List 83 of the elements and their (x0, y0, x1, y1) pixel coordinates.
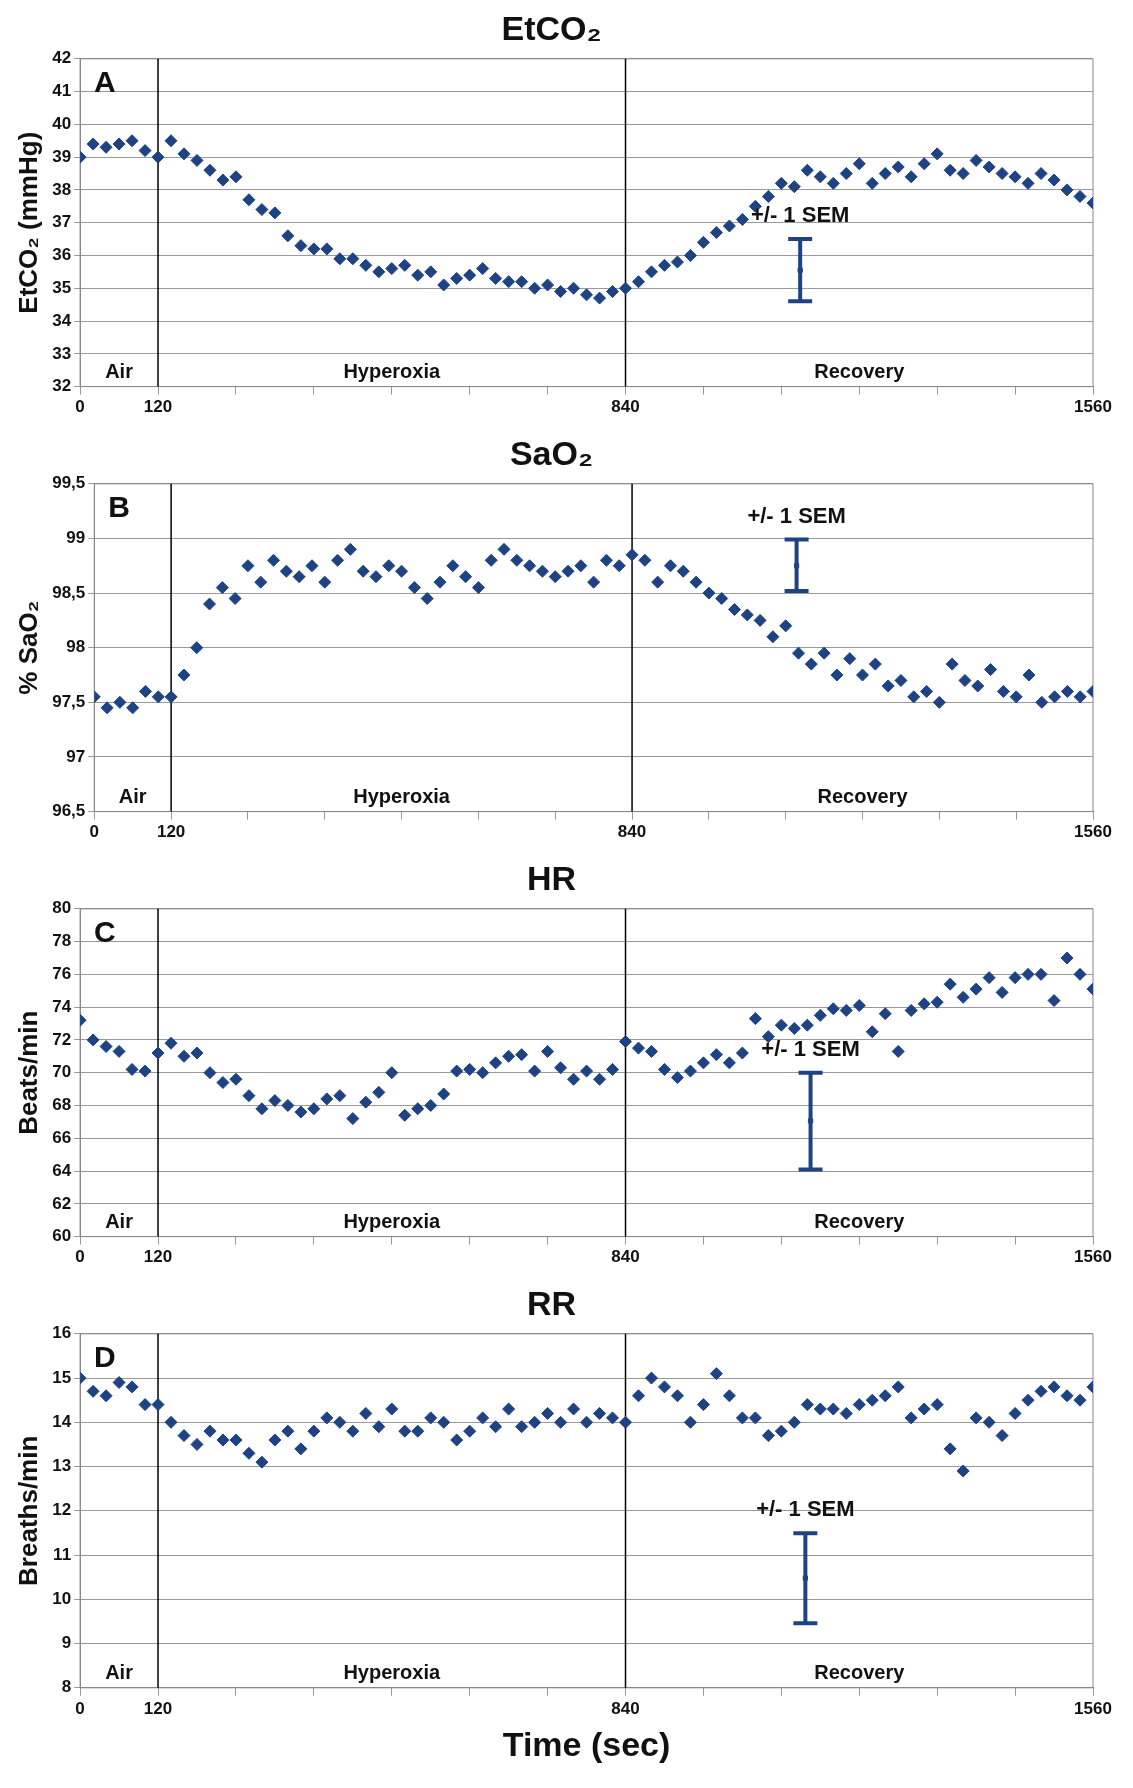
y-tick-label: 68 (52, 1095, 72, 1115)
chart-title: RR (526, 1283, 577, 1322)
x-tick-label: 0 (75, 1698, 85, 1718)
x-tick-label: 0 (75, 397, 85, 417)
annotation: +/- 1 SEM (756, 1496, 855, 1522)
x-tick-label: 120 (143, 397, 173, 417)
y-tick-label: 16 (52, 1323, 72, 1343)
x-tick-label: 0 (89, 822, 100, 842)
y-axis-title: Beats/min (12, 1010, 43, 1135)
x-tick-label: 1560 (1074, 1698, 1112, 1718)
y-tick-label: 35 (52, 277, 72, 297)
y-tick-label: 98,5 (52, 582, 86, 602)
y-tick-label: 37 (52, 212, 72, 232)
chart-title: SaO₂ (509, 433, 594, 472)
annotation: Air (105, 1661, 134, 1684)
y-tick-label: 12 (52, 1500, 72, 1520)
x-tick-label: 120 (143, 1247, 173, 1267)
y-tick-label: 14 (52, 1411, 72, 1431)
y-tick-label: 10 (52, 1588, 72, 1608)
annotation: C (94, 915, 116, 949)
annotation: Air (118, 785, 147, 808)
y-tick-label: 76 (52, 964, 72, 984)
y-tick-label: 74 (52, 996, 72, 1016)
y-tick-label: 15 (52, 1367, 72, 1387)
annotation: Recovery (814, 1661, 906, 1684)
annotation: Air (105, 1210, 134, 1233)
y-tick-label: 13 (52, 1456, 72, 1476)
y-axis-title: % SaO₂ (12, 600, 43, 695)
y-tick-label: 60 (52, 1226, 72, 1246)
x-tick-label: 120 (156, 822, 186, 842)
annotation: Hyperoxia (343, 1210, 441, 1233)
annotation: B (108, 490, 130, 524)
y-tick-label: 9 (61, 1633, 72, 1653)
y-tick-label: 72 (52, 1029, 72, 1049)
x-axis-title: Time (sec) (502, 1724, 671, 1763)
y-tick-label: 32 (52, 376, 72, 396)
y-tick-label: 96,5 (52, 801, 86, 821)
y-tick-label: 97 (66, 746, 86, 766)
annotation: Hyperoxia (343, 1661, 441, 1684)
x-tick-label: 1560 (1074, 1247, 1112, 1267)
y-tick-label: 42 (52, 48, 72, 68)
y-tick-label: 39 (52, 146, 72, 166)
y-tick-label: 97,5 (52, 692, 86, 712)
annotation: Hyperoxia (343, 360, 441, 383)
annotation: +/- 1 SEM (747, 502, 846, 528)
y-tick-label: 78 (52, 931, 72, 951)
annotation: Hyperoxia (353, 785, 451, 808)
annotation: Recovery (814, 360, 906, 383)
x-tick-label: 840 (617, 822, 647, 842)
y-tick-label: 64 (52, 1160, 72, 1180)
y-tick-label: 62 (52, 1193, 72, 1213)
y-tick-label: 66 (52, 1127, 72, 1147)
y-tick-label: 33 (52, 343, 72, 363)
annotation: D (94, 1340, 116, 1374)
x-tick-label: 840 (611, 1698, 640, 1718)
y-tick-label: 41 (52, 81, 72, 101)
y-tick-label: 8 (61, 1677, 72, 1697)
x-tick-label: 1560 (1074, 822, 1112, 842)
y-tick-label: 11 (53, 1544, 72, 1564)
x-tick-label: 1560 (1074, 397, 1112, 417)
annotation: Recovery (817, 785, 909, 808)
chart-title: HR (526, 858, 577, 897)
x-tick-label: 840 (611, 1247, 640, 1267)
x-tick-label: 0 (75, 1247, 85, 1267)
annotation: A (94, 65, 116, 99)
y-tick-label: 38 (52, 179, 72, 199)
annotation: +/- 1 SEM (761, 1035, 860, 1061)
annotation: Air (105, 360, 134, 383)
chart-title: EtCO₂ (501, 8, 602, 47)
x-tick-label: 120 (143, 1698, 173, 1718)
annotation: Recovery (814, 1210, 906, 1233)
y-axis-title: EtCO₂ (mmHg) (12, 131, 43, 314)
y-tick-label: 99,5 (52, 473, 86, 493)
y-tick-label: 99 (66, 528, 86, 548)
y-tick-label: 34 (52, 310, 72, 330)
y-tick-label: 98 (66, 637, 86, 657)
y-axis-title: Breaths/min (12, 1435, 43, 1586)
annotation: +/- 1 SEM (750, 202, 850, 228)
x-tick-label: 840 (611, 397, 640, 417)
y-tick-label: 80 (52, 898, 72, 918)
y-tick-label: 36 (52, 245, 72, 265)
y-tick-label: 40 (52, 114, 72, 134)
y-tick-label: 70 (52, 1062, 72, 1082)
